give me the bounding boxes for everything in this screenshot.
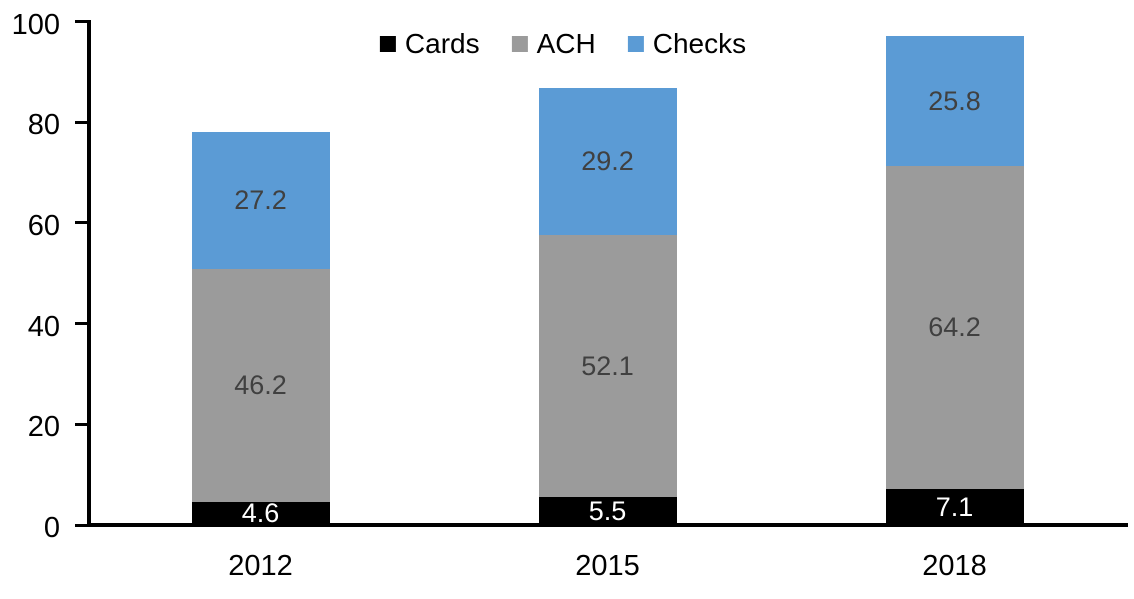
y-axis	[87, 20, 91, 527]
data-label: 27.2	[234, 185, 287, 216]
legend-item-ach: ACH	[511, 28, 596, 59]
bar-segment-ach-2015: 52.1	[538, 234, 677, 498]
category-label-2015: 2015	[575, 550, 640, 582]
data-label: 46.2	[234, 370, 287, 401]
chart-legend: Cards ACH Checks	[379, 28, 747, 59]
bar-segment-checks-2012: 27.2	[191, 132, 330, 270]
legend-marker-ach	[511, 36, 528, 52]
y-tick-label: 20	[27, 411, 60, 444]
y-tick	[75, 221, 88, 225]
y-tick	[75, 422, 88, 426]
data-label: 29.2	[581, 145, 634, 176]
legend-item-checks: Checks	[627, 28, 747, 59]
legend-label: Cards	[404, 28, 480, 59]
legend-item-cards: Cards	[379, 28, 480, 59]
y-tick-label: 60	[27, 209, 60, 242]
bar-segment-cards-2015: 5.5	[538, 495, 677, 526]
legend-label: ACH	[536, 28, 596, 59]
y-tick-label: 0	[43, 512, 60, 544]
data-label: 4.6	[241, 497, 280, 528]
y-tick	[75, 322, 88, 326]
bar-segment-ach-2012: 46.2	[191, 269, 330, 502]
data-label: 7.1	[935, 491, 974, 522]
data-label: 5.5	[588, 495, 627, 526]
legend-label: Checks	[652, 28, 747, 59]
y-tick	[75, 523, 88, 527]
y-tick-label: 100	[11, 8, 60, 41]
bar-segment-cards-2012: 4.6	[191, 497, 330, 528]
bar-segment-cards-2018: 7.1	[885, 489, 1024, 525]
data-label: 64.2	[928, 312, 981, 343]
bar-segment-checks-2018: 25.8	[885, 36, 1024, 166]
y-tick	[75, 120, 88, 124]
data-label: 52.1	[581, 350, 634, 381]
y-tick	[75, 20, 88, 23]
data-label: 25.8	[928, 85, 981, 116]
y-tick-label: 80	[27, 109, 60, 142]
y-tick-label: 40	[27, 310, 60, 343]
bar-segment-ach-2018: 64.2	[885, 166, 1024, 490]
legend-marker-cards	[379, 36, 396, 52]
category-label-2018: 2018	[922, 550, 987, 582]
x-axis	[87, 523, 1128, 527]
category-label-2012: 2012	[228, 550, 293, 582]
legend-marker-checks	[627, 36, 644, 52]
bar-segment-checks-2015: 29.2	[538, 87, 677, 235]
